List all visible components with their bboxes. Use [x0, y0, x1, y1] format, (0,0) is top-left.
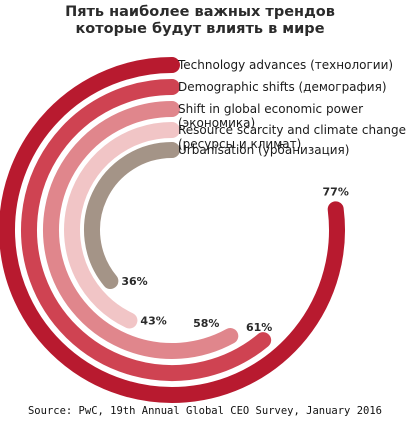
legend-label-3-line-2: (экономика) [178, 116, 255, 130]
legend-label-4-line-2: (ресурсы и климат) [178, 137, 301, 151]
value-label-2: 61% [246, 321, 272, 334]
arc-1 [0, 57, 345, 403]
legend: Technology advances (технологии) Demograp… [177, 58, 406, 157]
legend-label-5: Urbanisation (урбанизация) [178, 143, 349, 157]
value-label-4: 43% [140, 314, 166, 327]
legend-label-4-line-1: Resource scarcity and climate change [178, 123, 406, 137]
value-label-3: 58% [193, 317, 219, 330]
chart-title: Пять наиболее важных трендов которые буд… [0, 4, 400, 38]
arc-2 [21, 79, 272, 381]
value-label-1: 77% [323, 185, 349, 198]
arc-3 [43, 101, 239, 359]
arc-5 [84, 142, 180, 289]
source-note: Source: PwC, 19th Annual Global CEO Surv… [27, 405, 382, 417]
legend-label-1: Technology advances (технологии) [177, 58, 393, 72]
arc-group [0, 57, 345, 403]
chart-title-line-1: Пять наиболее важных трендов [65, 4, 335, 20]
chart-title-line-2: которые будут влиять в мире [75, 21, 325, 37]
value-labels: 77% 61% 58% 43% 36% [121, 185, 349, 334]
value-label-5: 36% [121, 275, 147, 288]
legend-label-2: Demographic shifts (демография) [178, 80, 387, 94]
arc-4 [64, 122, 180, 329]
legend-label-3-line-1: Shift in global economic power [178, 102, 363, 116]
